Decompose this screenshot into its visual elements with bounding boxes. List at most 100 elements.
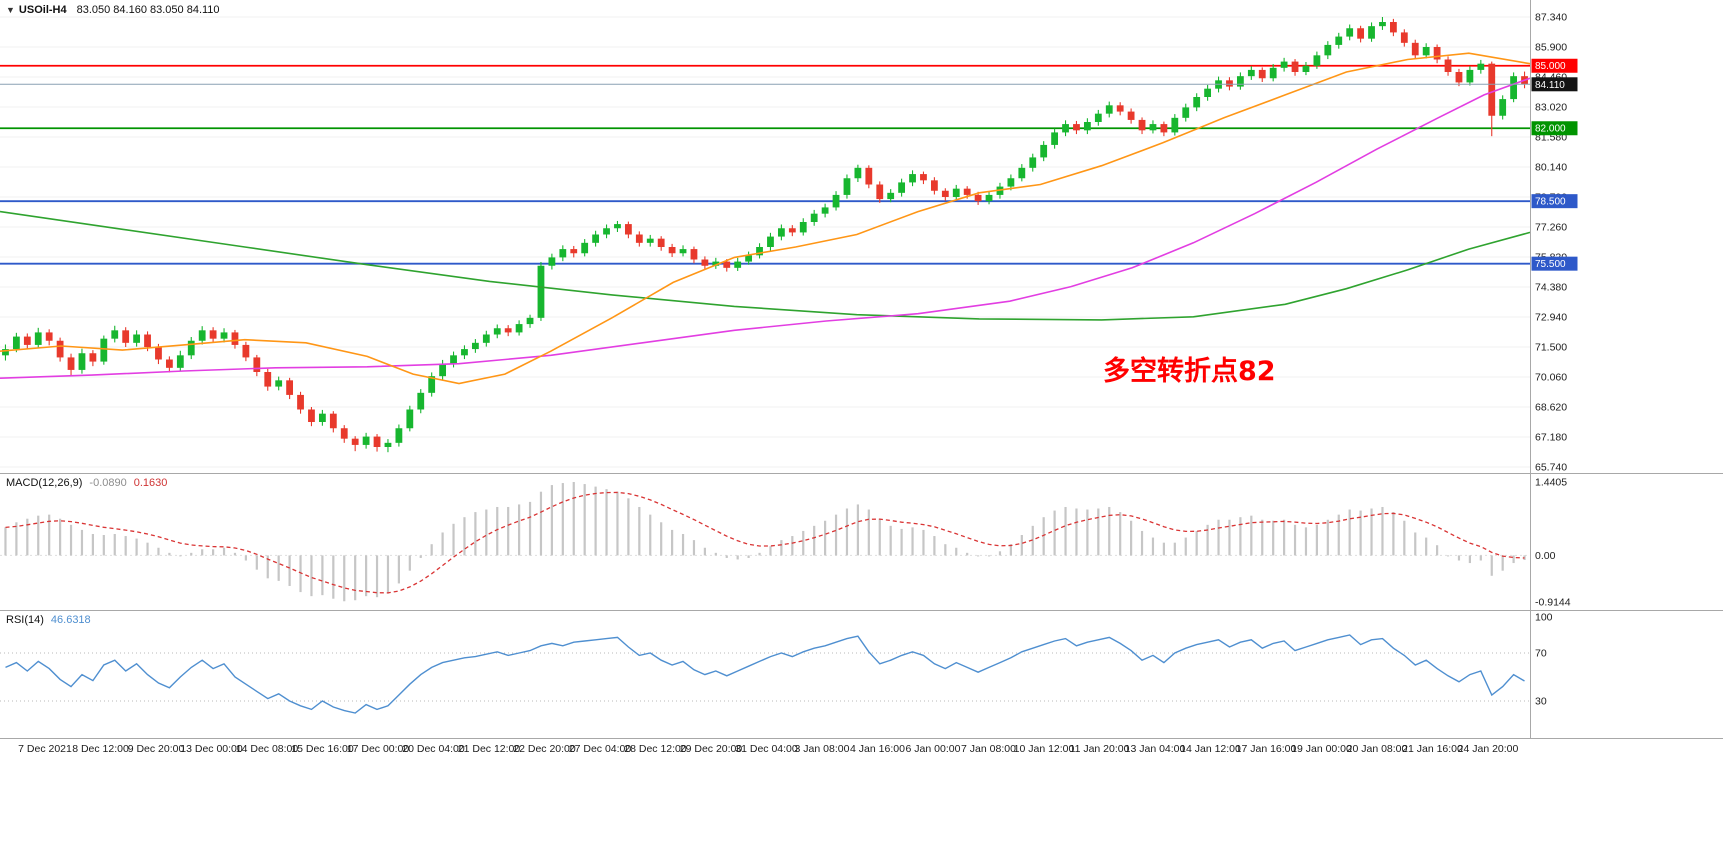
candle bbox=[275, 376, 283, 391]
candle bbox=[187, 336, 195, 360]
macd-bar bbox=[1162, 542, 1165, 556]
candle bbox=[646, 234, 654, 247]
candle bbox=[264, 368, 272, 391]
macd-bar bbox=[1436, 545, 1439, 556]
time-axis-label: 17 Jan 16:00 bbox=[1236, 743, 1297, 755]
candle bbox=[920, 171, 927, 185]
time-axis-label: 9 Dec 20:00 bbox=[128, 743, 185, 755]
candle bbox=[417, 389, 425, 414]
macd-bar bbox=[1381, 506, 1384, 556]
candle bbox=[537, 261, 545, 321]
candle bbox=[1455, 68, 1463, 87]
macd-bar bbox=[1348, 509, 1351, 556]
macd-bar bbox=[233, 552, 237, 556]
macd-bar bbox=[1315, 524, 1318, 556]
candle bbox=[2, 344, 9, 361]
macd-bar bbox=[616, 491, 619, 556]
macd-bar bbox=[977, 555, 980, 557]
macd-bar bbox=[845, 508, 849, 556]
candle bbox=[548, 253, 556, 270]
macd-bar bbox=[1392, 512, 1395, 556]
candle bbox=[461, 345, 468, 360]
macd-bar bbox=[889, 525, 892, 556]
candle bbox=[373, 434, 381, 452]
macd-bar bbox=[255, 555, 258, 570]
price-axis-label: 80.140 bbox=[1535, 162, 1567, 174]
macd-bar bbox=[1523, 555, 1526, 560]
macd-bar bbox=[441, 532, 444, 556]
symbol-info: ▼ USOil-H4 83.050 84.160 83.050 84.110 bbox=[6, 4, 220, 16]
candle bbox=[712, 257, 720, 269]
candle bbox=[384, 439, 392, 453]
rsi-label: RSI(14) bbox=[6, 614, 44, 626]
current-price-tag[interactable]: 84.110 bbox=[1531, 77, 1578, 92]
level-price-tag[interactable]: 82.000 bbox=[1531, 121, 1578, 136]
macd-bar bbox=[1086, 509, 1089, 556]
candle bbox=[1116, 102, 1124, 116]
macd-bar bbox=[1359, 510, 1362, 556]
macd-bar bbox=[266, 555, 269, 579]
level-price-tag[interactable]: 78.500 bbox=[1531, 194, 1578, 209]
macd-bar bbox=[1446, 555, 1450, 557]
time-axis-label: 7 Dec 2021 bbox=[18, 743, 72, 755]
macd-bar bbox=[692, 540, 696, 556]
candle bbox=[854, 164, 862, 182]
macd-bar bbox=[1042, 517, 1045, 556]
candle bbox=[439, 359, 447, 380]
ohlc-quote: 83.050 84.160 83.050 84.110 bbox=[76, 4, 220, 16]
macd-panel[interactable] bbox=[0, 482, 1530, 602]
time-axis-label: 6 Jan 00:00 bbox=[906, 743, 961, 755]
chart-text-annotation[interactable]: 多空转折点82 bbox=[1103, 356, 1276, 387]
candle bbox=[1149, 120, 1157, 134]
candle bbox=[329, 411, 337, 433]
macd-bar bbox=[572, 482, 575, 556]
candle bbox=[1302, 61, 1310, 76]
time-axis-label: 21 Dec 12:00 bbox=[458, 743, 521, 755]
panel-separators bbox=[0, 0, 1723, 739]
candle bbox=[318, 409, 326, 426]
candle bbox=[1127, 108, 1135, 124]
macd-bar bbox=[824, 520, 827, 556]
rsi-panel[interactable] bbox=[0, 634, 1530, 714]
macd-bar bbox=[856, 504, 859, 556]
time-axis-label: 4 Jan 16:00 bbox=[850, 743, 905, 755]
candle bbox=[1193, 93, 1201, 112]
candle bbox=[351, 436, 359, 452]
horizontal-level-lines[interactable] bbox=[0, 64, 1530, 265]
macd-bar bbox=[124, 536, 127, 556]
price-axis[interactable]: 87.34085.90084.46083.02081.58080.14078.7… bbox=[1535, 12, 1571, 708]
macd-bar bbox=[1031, 525, 1034, 556]
macd-bar bbox=[386, 555, 390, 594]
macd-bar bbox=[1501, 555, 1504, 571]
candle bbox=[1510, 72, 1518, 103]
macd-histogram bbox=[4, 482, 1526, 602]
svg-text:78.500: 78.500 bbox=[1535, 197, 1566, 208]
candle bbox=[504, 325, 512, 337]
macd-bar bbox=[605, 489, 608, 556]
time-axis-label: 15 Dec 16:00 bbox=[291, 743, 354, 755]
svg-text:85.000: 85.000 bbox=[1535, 61, 1566, 72]
time-axis-label: 17 Dec 00:00 bbox=[347, 743, 410, 755]
macd-bar bbox=[1097, 508, 1100, 556]
macd-bar bbox=[539, 491, 543, 556]
candle bbox=[799, 218, 807, 236]
symbol-dropdown-icon[interactable]: ▼ bbox=[6, 5, 15, 15]
macd-bar bbox=[933, 536, 936, 556]
candle bbox=[1051, 128, 1059, 149]
candle bbox=[734, 257, 742, 271]
macd-bar bbox=[146, 542, 149, 556]
macd-bar bbox=[1228, 519, 1231, 556]
level-price-tag[interactable]: 85.000 bbox=[1531, 58, 1578, 73]
candle bbox=[198, 326, 206, 345]
candle bbox=[45, 329, 53, 346]
macd-bar bbox=[1239, 517, 1242, 556]
price-axis-label: 68.620 bbox=[1535, 402, 1567, 414]
macd-bar bbox=[4, 527, 7, 556]
macd-bar bbox=[1009, 544, 1012, 556]
macd-bar bbox=[430, 544, 433, 556]
candle bbox=[898, 178, 906, 197]
level-price-tag[interactable]: 75.500 bbox=[1531, 256, 1578, 271]
macd-bar bbox=[528, 501, 532, 556]
